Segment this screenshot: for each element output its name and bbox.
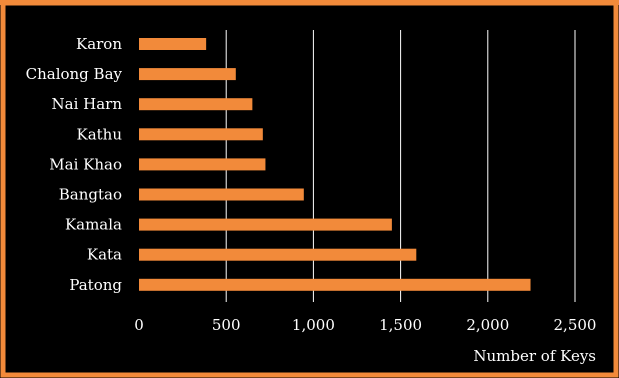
bar-bangtao — [139, 188, 304, 201]
bar-patong — [139, 278, 531, 291]
category-labels: Karon Chalong Bay Nai Harn Kathu Mai Khao Ban… — [26, 35, 123, 294]
category-label: Chalong Bay — [26, 65, 123, 83]
bar-mai-khao — [139, 158, 266, 171]
category-label: Nai Harn — [52, 95, 123, 113]
bar-chalong-bay — [139, 68, 236, 81]
x-tick-label: 500 — [212, 316, 241, 334]
bar-kamala — [139, 218, 392, 231]
category-label: Kamala — [65, 216, 122, 234]
category-label: Kathu — [77, 125, 123, 143]
x-tick-label: 2,500 — [554, 316, 597, 334]
category-label: Kata — [87, 246, 122, 264]
bar-kathu — [139, 128, 263, 141]
x-tick-label: 0 — [134, 316, 144, 334]
x-tick-label: 2,000 — [466, 316, 509, 334]
x-tick-label: 1,500 — [379, 316, 422, 334]
x-tick-label: 1,000 — [292, 316, 335, 334]
bars — [139, 38, 531, 291]
category-label: Mai Khao — [49, 155, 122, 173]
bar-karon — [139, 38, 207, 50]
bar-kata — [139, 248, 417, 261]
x-tick-labels: 0 500 1,000 1,500 2,000 2,500 — [134, 316, 596, 334]
category-label: Bangtao — [59, 186, 122, 204]
category-label: Patong — [69, 276, 122, 294]
x-axis-title: Number of Keys — [473, 347, 596, 365]
bar-nai-harn — [139, 98, 253, 111]
gridlines — [225, 30, 576, 302]
chart-top-band — [0, 0, 619, 5]
category-label: Karon — [76, 35, 122, 53]
